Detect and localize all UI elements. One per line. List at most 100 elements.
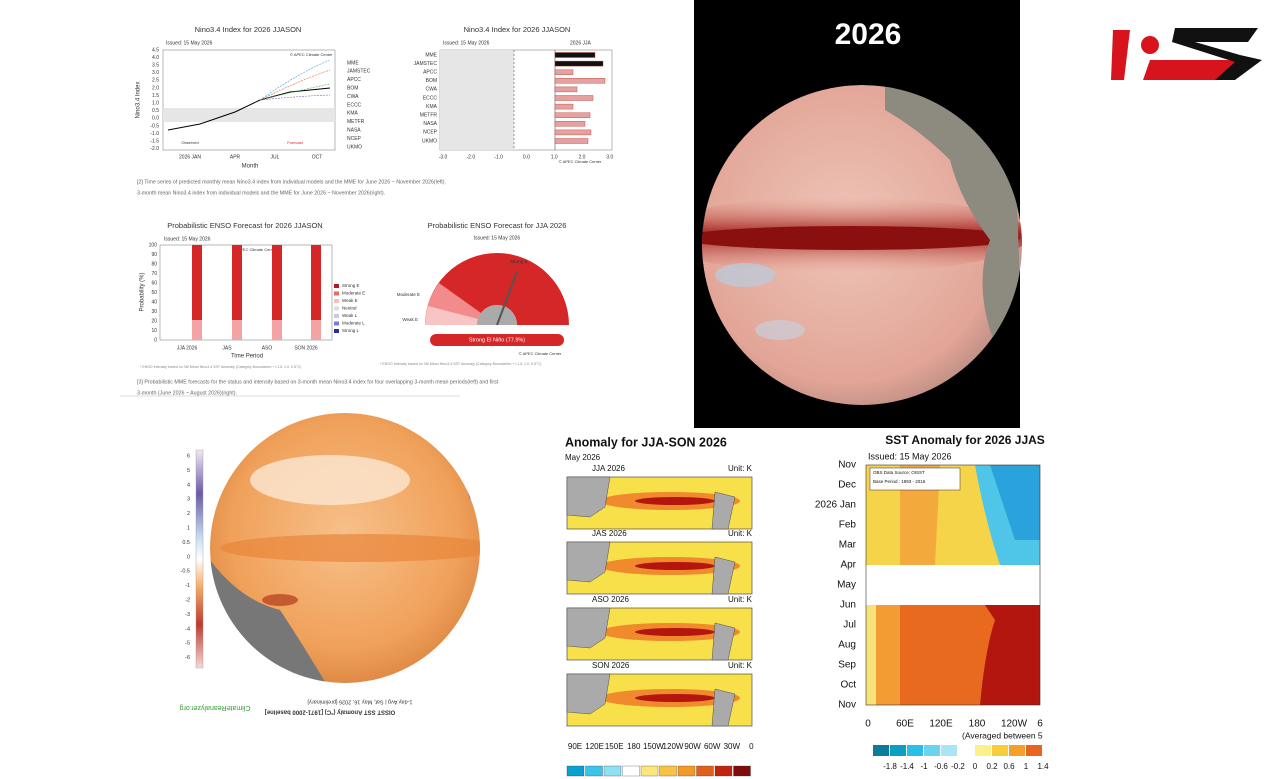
map-anomaly: [635, 694, 715, 702]
y-tick-label: Dec: [838, 480, 856, 491]
colorbar-label: 3: [187, 497, 190, 503]
x-tick-label: APR: [230, 154, 241, 160]
map-unit: Unit: K: [728, 595, 753, 604]
y-tick-label: 4.0: [152, 55, 159, 61]
land: [566, 476, 611, 518]
axis-title: Month: [242, 164, 259, 170]
bar: [554, 129, 592, 136]
legend-label: Strong L: [342, 328, 360, 333]
land: [566, 673, 611, 715]
chart-title: SST Anomaly for 2026 JJAS: [885, 433, 1045, 447]
legend-label: KMA: [347, 111, 359, 117]
legend-swatch: [334, 314, 339, 318]
legend-label: Strong E: [342, 283, 360, 288]
report-panel: [120, 49, 613, 397]
colorbar-cell: [873, 745, 889, 756]
chart-title: Nino3.4 Index for 2026 JJASON: [195, 25, 302, 34]
gauge-label: Moderate E: [397, 292, 420, 297]
bar: [554, 69, 574, 75]
y-tick-label: Nov: [838, 460, 856, 471]
x-tick-label: 180: [969, 719, 986, 730]
x-tick-label: 120W: [663, 742, 684, 751]
colorbar-label: 0.6: [1003, 762, 1015, 771]
gauge-result: Strong El Niño (77.9%): [469, 337, 525, 343]
bar: [192, 245, 202, 340]
colorbar-label: 0: [187, 554, 190, 560]
land: [711, 491, 736, 530]
issued: May 2026: [565, 453, 601, 462]
y-tick-label: 2.0: [152, 85, 159, 91]
land: [566, 541, 611, 583]
colorbar-label: -0.2: [951, 762, 965, 771]
legend-label: Neutral: [342, 306, 357, 311]
legend-swatch: [334, 291, 339, 296]
legend-swatch: [334, 321, 339, 326]
map-title: JAS 2026: [592, 529, 627, 538]
bar: [554, 60, 604, 67]
oisst-globe: [210, 413, 480, 683]
y-tick-label: Mar: [839, 540, 857, 551]
colorbar-label: -2: [185, 597, 190, 603]
colorbar-cell: [714, 765, 733, 777]
y-tick-label: BOM: [426, 78, 437, 84]
map-unit: Unit: K: [728, 661, 753, 670]
legend-label: BOM: [347, 86, 358, 92]
x-tick-label: -3.0: [439, 154, 448, 160]
bar: [554, 95, 594, 101]
y-tick-label: May: [837, 580, 856, 591]
y-tick-label: 2026 Jan: [815, 500, 856, 511]
footnote: * ENSO Intensity based on 3M Mean Nino3.…: [380, 362, 541, 366]
globe: [702, 85, 1022, 405]
credit: © APEC Climate Center: [290, 52, 333, 57]
y-tick-label: 1.5: [152, 93, 159, 99]
y-tick-label: CWA: [426, 87, 438, 93]
colorbar-cell: [958, 745, 974, 756]
legend-label: METFR: [347, 119, 365, 125]
y-tick-label: NCEP: [423, 130, 438, 136]
y-tick-label: -0.5: [150, 123, 159, 129]
annotation: Forecast: [287, 140, 303, 145]
colorbar-cell: [1026, 745, 1042, 756]
x-tick-label: 120E: [585, 742, 604, 751]
y-tick-label: 40: [151, 299, 157, 305]
y-tick-label: NASA: [423, 121, 437, 127]
bar: [554, 112, 591, 118]
legend-label: UKMO: [347, 144, 362, 150]
x-tick-label: SON 2026: [294, 345, 318, 351]
axis-title: Nino3.4 Index: [136, 81, 142, 118]
y-tick-label: 0: [154, 337, 157, 343]
bar-segment: [232, 320, 242, 340]
x-tick-label: JJA 2026: [177, 345, 198, 351]
bar-segment: [192, 320, 202, 340]
colorbar-label: 0.2: [986, 762, 998, 771]
x-tick-label: 3.0: [606, 154, 613, 160]
x-tick-label: 60W: [704, 742, 721, 751]
legend-swatch: [334, 284, 339, 288]
y-tick-label: -2.0: [150, 146, 159, 152]
x-tick-label: 2.0: [579, 154, 586, 160]
y-tick-label: -1.0: [150, 131, 159, 137]
y-tick-label: Jun: [840, 600, 856, 611]
colorbar-cell: [640, 765, 659, 777]
colorbar-cell: [696, 765, 714, 777]
bar: [554, 103, 574, 110]
y-tick-label: 3.5: [152, 63, 159, 69]
y-tick-label: APCC: [423, 70, 437, 76]
bar: [554, 78, 606, 84]
y-tick-label: 90: [151, 252, 157, 258]
y-tick-label: 100: [149, 242, 158, 248]
y-tick-label: 50: [151, 290, 157, 296]
y-tick-label: MME: [425, 52, 437, 58]
x-tick-label: 0: [749, 742, 754, 751]
colorbar-label: 1.4: [1037, 762, 1049, 771]
colorbar-cell: [907, 745, 923, 756]
bar: [554, 121, 586, 127]
x-tick-label: 150W: [643, 742, 664, 751]
y-tick-label: 70: [151, 271, 157, 277]
colorbar-label: -0.6: [934, 762, 948, 771]
colorbar-label: -1.8: [883, 762, 897, 771]
colorbar-label: 1: [1024, 762, 1029, 771]
colorbar-cell: [603, 765, 622, 777]
